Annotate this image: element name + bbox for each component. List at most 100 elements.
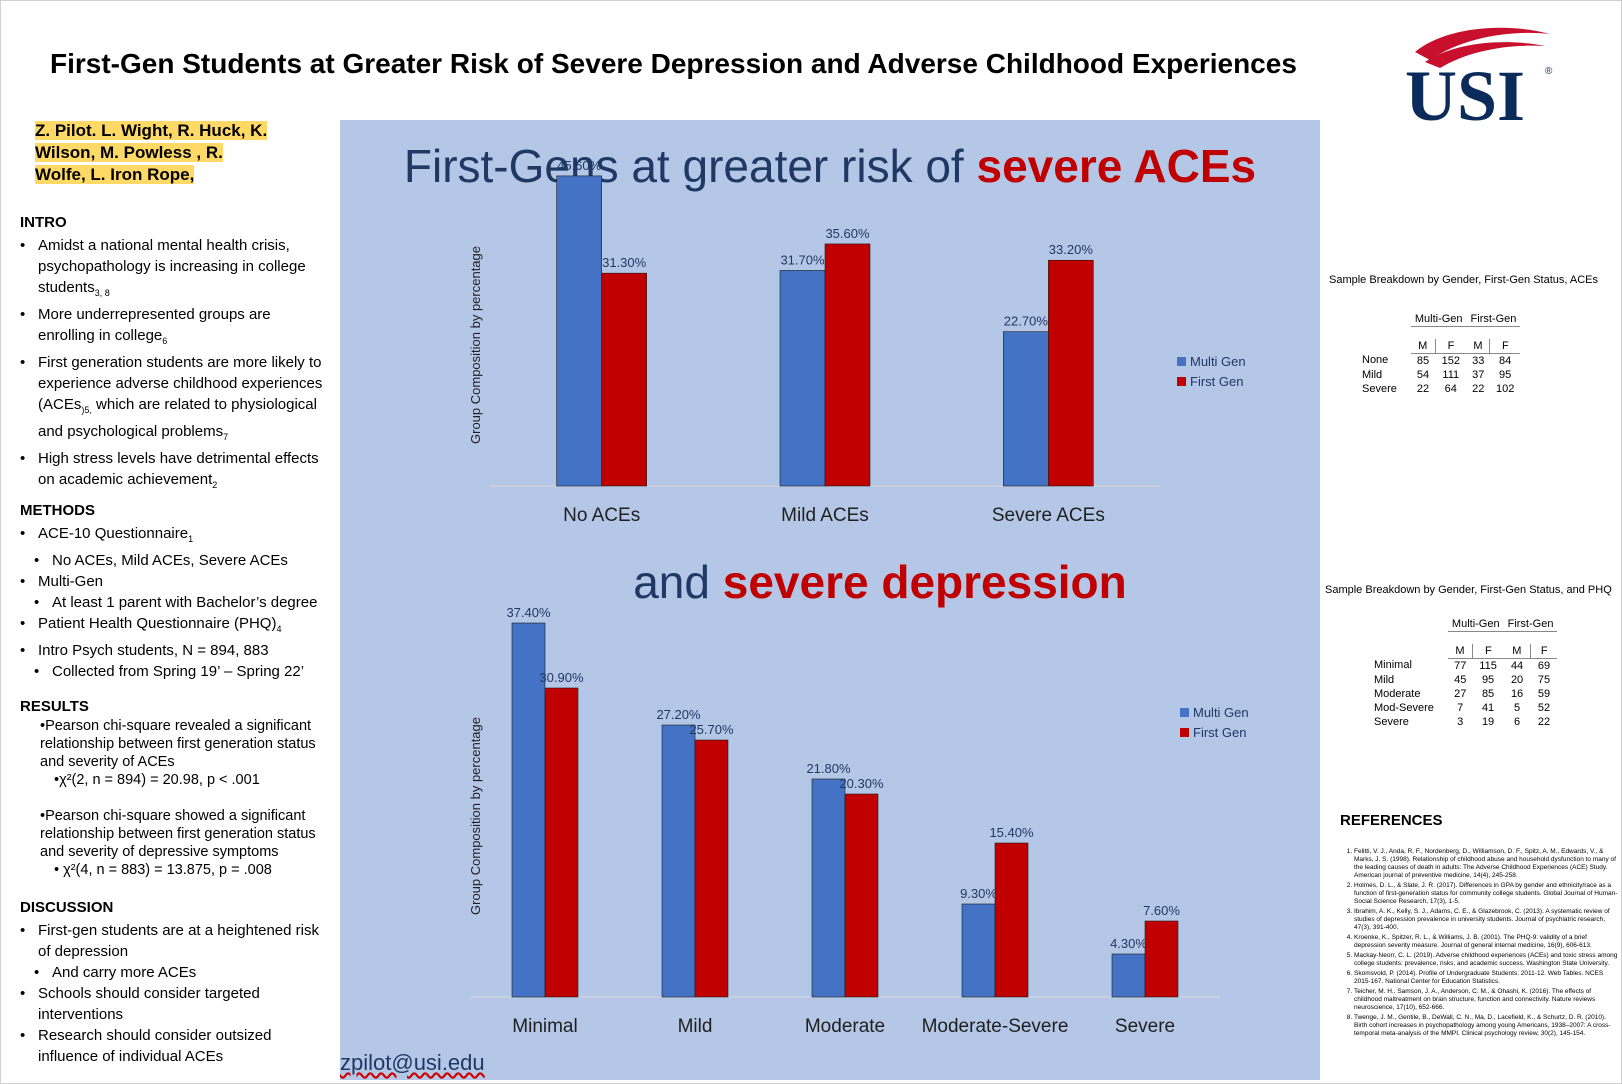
legend-swatch	[1180, 728, 1189, 737]
author-line: Wolfe, L. Iron Rope,	[35, 165, 195, 184]
legend-label: First Gen	[1190, 374, 1243, 389]
category-label: Mild ACEs	[781, 505, 869, 526]
table2-caption: Sample Breakdown by Gender, First-Gen St…	[1325, 584, 1612, 596]
table1: Multi-Gen First-Gen M F M F None 85 152 33 84 Mild 5…	[1358, 312, 1521, 396]
discussion-item: Research should consider outsized influe…	[20, 1025, 330, 1067]
table-group-header: Multi-Gen	[1410, 312, 1467, 327]
reference-item: Mackay-Neorr, C. L. (2019). Adverse chil…	[1354, 952, 1619, 968]
legend-swatch	[1177, 377, 1186, 386]
category-label: No ACEs	[563, 505, 640, 526]
aces-chart: 45.60% 31.30% No ACEs 31.70%35.60% Mild ACEs…	[468, 158, 1246, 526]
data-label: 25.70%	[689, 722, 734, 737]
data-label: 31.70%	[780, 252, 825, 267]
y-axis-label: Group Composition by percentage	[468, 246, 483, 444]
contact-email[interactable]: zpilot@usi.edu	[340, 1050, 485, 1075]
bar-first-gen	[601, 272, 647, 487]
category-label: Moderate	[805, 1016, 885, 1037]
table1-caption: Sample Breakdown by Gender, First-Gen St…	[1329, 274, 1599, 286]
poster-title: First-Gen Students at Greater Risk of Se…	[50, 48, 1297, 79]
data-label: 27.20%	[656, 707, 701, 722]
data-label: 4.30%	[1110, 936, 1147, 951]
table-row: Moderate 27 85 16 59	[1374, 687, 1551, 700]
bar-first-gen	[544, 687, 579, 998]
logo-text: USI	[1405, 56, 1525, 132]
table-col-header: M	[1447, 643, 1474, 659]
data-label: 45.60%	[557, 158, 602, 173]
category-label: Severe ACEs	[992, 505, 1105, 526]
discussion-section: DISCUSSION First-gen students are at a h…	[20, 897, 330, 1067]
table-row: Severe 22 64 22 102	[1362, 382, 1515, 395]
category-label: Minimal	[512, 1016, 577, 1037]
intro-heading: INTRO	[20, 214, 67, 231]
bar-first-gen	[1048, 259, 1094, 487]
table-col-header: F	[1530, 643, 1558, 659]
reference-item: Skomsvold, P. (2014). Profile of Undergr…	[1354, 970, 1619, 986]
table-group-header: Multi-Gen	[1447, 617, 1504, 632]
logo-swoosh-icon	[1415, 27, 1550, 60]
author-line: Wilson, M. Powless , R.	[35, 143, 223, 162]
methods-subitem: No ACEs, Mild ACEs, Severe ACEs	[34, 550, 330, 571]
table-row: None 85 152 33 84	[1362, 354, 1512, 367]
data-label: 30.90%	[539, 670, 584, 685]
data-label: 35.60%	[825, 226, 870, 241]
results-paragraph-2: •Pearson chi-square showed a significant…	[40, 808, 316, 860]
data-label: 15.40%	[989, 825, 1034, 840]
bar-multi-gen	[811, 778, 846, 998]
data-label: 21.80%	[806, 761, 851, 776]
table-row: Mild 54 111 37 95	[1362, 368, 1512, 381]
legend-swatch	[1177, 357, 1186, 366]
methods-item: ACE-10 Questionnaire1	[20, 523, 330, 550]
bar-multi-gen	[511, 622, 546, 998]
data-label: 9.30%	[960, 886, 997, 901]
reference-item: Felitti, V. J., Anda, R. F., Nordenberg,…	[1354, 848, 1619, 880]
author-line: Z. Pilot. L. Wight, R. Huck, K.	[35, 121, 268, 140]
bar-multi-gen	[1111, 953, 1146, 998]
category-label: Severe	[1115, 1016, 1175, 1037]
table-col-header: F	[1435, 338, 1467, 354]
table-col-header: M	[1410, 338, 1436, 354]
results-stat-1: •χ²(2, n = 894) = 20.98, p < .001	[54, 772, 260, 788]
data-label: 37.40%	[506, 605, 551, 620]
bar-multi-gen	[779, 270, 826, 487]
bar-multi-gen	[661, 724, 696, 998]
headline-depression: and severe depression	[633, 556, 1127, 608]
data-label: 20.30%	[839, 776, 884, 791]
bar-multi-gen	[1003, 331, 1049, 487]
table-group-header: First-Gen	[1503, 617, 1558, 632]
results-paragraph-1: •Pearson chi-square revealed a significa…	[40, 718, 316, 770]
discussion-item: Schools should consider targeted interve…	[20, 983, 330, 1025]
reference-item: Holmes, D. L., & Slate, J. R. (2017). Di…	[1354, 882, 1619, 906]
headline-aces: First-Gens at greater risk of severe ACE…	[404, 140, 1256, 192]
reference-item: Ibrahim, A. K., Kelly, S. J., Adams, C. …	[1354, 908, 1619, 932]
methods-subitem: Collected from Spring 19’ – Spring 22’	[34, 661, 330, 682]
table-row: Mod-Severe 7 41 5 52	[1374, 701, 1551, 714]
results-heading: RESULTS	[20, 698, 89, 715]
table-group-header: First-Gen	[1466, 312, 1521, 327]
references-list: Felitti, V. J., Anda, R. F., Nordenberg,…	[1340, 848, 1619, 1040]
chart-panel: First-Gens at greater risk of severe ACE…	[340, 120, 1320, 1080]
methods-subitem: At least 1 parent with Bachelor’s degree	[34, 592, 330, 613]
methods-section: METHODS ACE-10 Questionnaire1 No ACEs, M…	[20, 500, 330, 682]
legend-label: Multi Gen	[1190, 354, 1246, 369]
bar-multi-gen	[961, 903, 996, 998]
table2: Multi-Gen First-Gen M F M F Minimal 77 115 44 69 Mi…	[1370, 617, 1558, 729]
table-row: Minimal 77 115 44 69	[1374, 659, 1551, 672]
legend-label: Multi Gen	[1193, 705, 1249, 720]
table-row: Severe 3 19 6 22	[1374, 715, 1551, 728]
methods-item: Intro Psych students, N = 894, 883	[20, 640, 330, 661]
bar-first-gen	[694, 739, 729, 998]
table-col-header: F	[1472, 643, 1504, 659]
bar-first-gen	[824, 243, 871, 487]
author-list: Z. Pilot. L. Wight, R. Huck, K. Wilson, …	[35, 120, 275, 186]
bar-first-gen	[1144, 920, 1179, 998]
bar-first-gen	[994, 842, 1029, 998]
intro-item: Amidst a national mental health crisis, …	[20, 235, 330, 304]
results-stat-2: • χ²(4, n = 883) = 13.875, p = .008	[54, 862, 272, 878]
discussion-subitem: And carry more ACEs	[34, 962, 330, 983]
intro-section: INTRO Amidst a national mental health cr…	[20, 212, 330, 496]
logo-swoosh-icon-2	[1425, 42, 1545, 68]
usi-logo: USI ®	[1405, 27, 1553, 132]
reference-item: Teicher, M. H., Samson, J. A., Anderson,…	[1354, 988, 1619, 1012]
legend-swatch	[1180, 708, 1189, 717]
methods-item: Multi-Gen	[20, 571, 330, 592]
